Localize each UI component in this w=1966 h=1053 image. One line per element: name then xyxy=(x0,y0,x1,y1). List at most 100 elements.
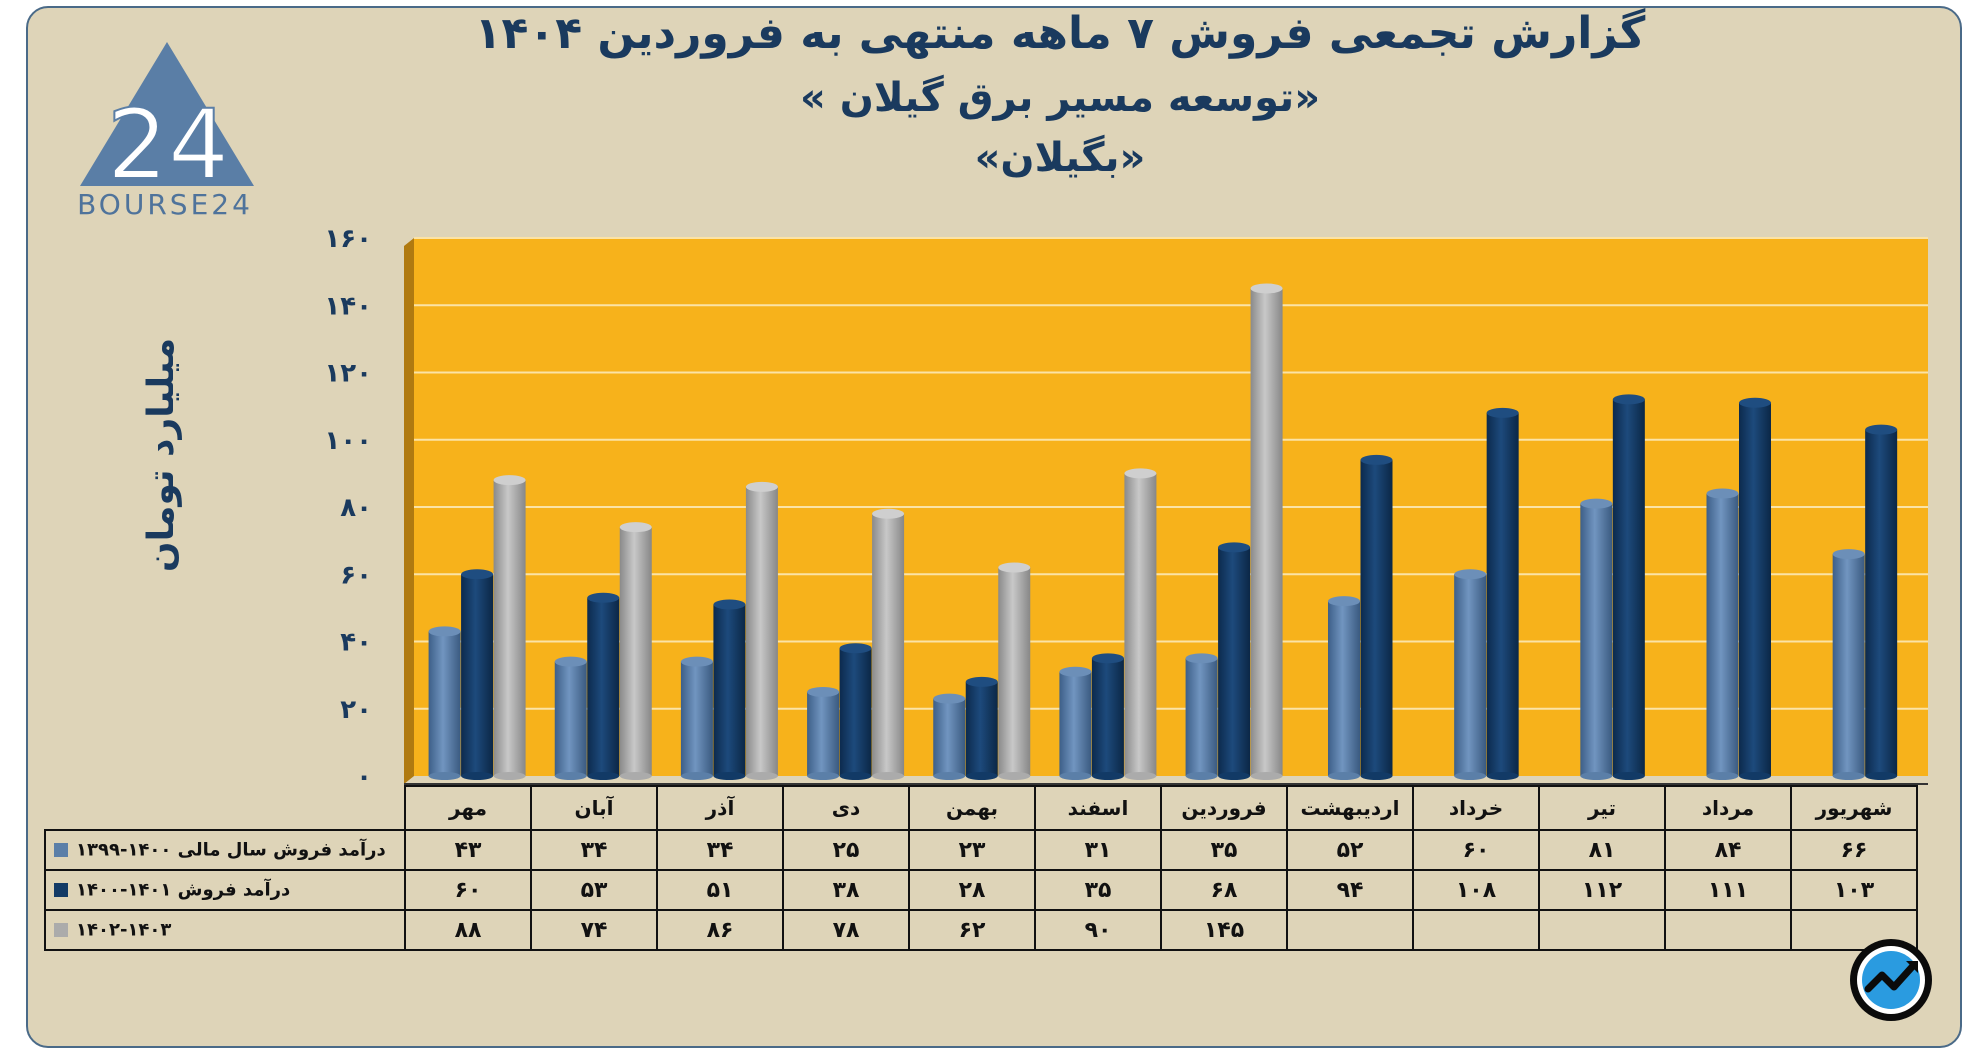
bar-cap xyxy=(1865,424,1898,435)
data-label: ۳۱ xyxy=(1034,829,1162,871)
bar-base xyxy=(1091,772,1124,780)
bar-cap xyxy=(428,626,461,637)
bar-base xyxy=(1250,772,1283,780)
bar-cap xyxy=(1580,498,1613,509)
bar-cap xyxy=(839,643,872,654)
data-label: ۶۲ xyxy=(908,909,1036,951)
bar-cap xyxy=(1486,407,1519,418)
bar xyxy=(1185,653,1218,780)
bar-body xyxy=(1185,658,1218,776)
bar xyxy=(807,686,840,780)
bar-base xyxy=(1706,772,1739,780)
legend-label: درآمد فروش ۱۴۰۱-۱۴۰۰ xyxy=(76,879,291,901)
legend-swatch xyxy=(54,843,68,858)
chart-ticker: «بگیلان» xyxy=(974,135,1146,181)
bar-cap xyxy=(965,676,998,687)
x-tick-label: مرداد xyxy=(1664,785,1792,831)
data-label: ۶۰ xyxy=(404,869,532,911)
bar xyxy=(965,676,998,780)
data-label: ۶۰ xyxy=(1412,829,1540,871)
data-label: ۷۸ xyxy=(782,909,910,951)
bar xyxy=(1832,549,1865,780)
bar-base xyxy=(493,772,526,780)
bar-base xyxy=(1832,772,1865,780)
table-row: ۱۴۰۲-۱۴۰۳ ۸۸ ۷۴ ۸۶ ۷۸ ۶۲ ۹۰ ۱۴۵ xyxy=(44,909,1918,951)
data-label: ۳۴ xyxy=(656,829,784,871)
bar xyxy=(998,562,1031,780)
bar-cap xyxy=(1218,542,1251,553)
bar xyxy=(461,569,494,780)
bar-cap xyxy=(1706,488,1739,499)
data-label: ۷۴ xyxy=(530,909,658,951)
bar-body xyxy=(713,604,746,776)
bar-body xyxy=(1091,658,1124,776)
bar-body xyxy=(1218,547,1251,776)
legend-swatch xyxy=(54,883,68,898)
data-label: ۳۴ xyxy=(530,829,658,871)
legend-entry: ۱۴۰۲-۱۴۰۳ xyxy=(44,909,406,951)
bar-cap xyxy=(1059,666,1092,677)
bar-base xyxy=(1739,772,1771,780)
bars xyxy=(428,283,1898,780)
bar xyxy=(1328,596,1360,780)
bar-body xyxy=(1486,412,1519,776)
bar-body xyxy=(1706,493,1739,776)
bar xyxy=(839,643,872,780)
bar-base xyxy=(1865,772,1898,780)
bar-base xyxy=(1580,772,1613,780)
y-tick-label: ۱۴۰ xyxy=(324,291,372,321)
data-table: مهر آبان آذر دی بهمن اسفند فروردین اردیبهشت خردا… xyxy=(44,785,1918,951)
bar-cap xyxy=(1612,394,1645,405)
bar-body xyxy=(745,486,778,776)
x-tick-label: آذر xyxy=(656,785,784,831)
bar-cap xyxy=(933,693,966,704)
y-tick-label: ۰ xyxy=(356,762,372,792)
bar-body xyxy=(1832,554,1865,776)
bar-body xyxy=(1454,574,1487,776)
bar-body xyxy=(493,480,526,776)
bar-base xyxy=(1612,772,1645,780)
bar-cap xyxy=(461,569,494,580)
bar xyxy=(680,656,713,780)
table-row: درآمد فروش ۱۴۰۱-۱۴۰۰ ۶۰ ۵۳ ۵۱ ۳۸ ۲۸ ۳۵ ۶۸ ۹۴ ۱۰۸ ۱… xyxy=(44,869,1918,911)
data-label: ۲۳ xyxy=(908,829,1036,871)
bar-cap xyxy=(493,475,526,486)
bar-body xyxy=(998,567,1031,776)
x-tick-label: آبان xyxy=(530,785,658,831)
bar xyxy=(587,592,620,780)
bar-base xyxy=(745,772,778,780)
bar-body xyxy=(587,597,620,776)
x-tick-label: فروردین xyxy=(1160,785,1288,831)
bar-body xyxy=(428,631,461,776)
data-label: ۱۱۱ xyxy=(1664,869,1792,911)
bar-body xyxy=(1865,429,1898,776)
bar xyxy=(554,656,587,780)
data-label: ۱۰۳ xyxy=(1790,869,1918,911)
data-label xyxy=(1538,909,1666,951)
bar xyxy=(1865,424,1898,780)
bar-body xyxy=(554,661,587,776)
bar-base xyxy=(1059,772,1092,780)
bar-base xyxy=(1218,772,1251,780)
x-tick-label: خرداد xyxy=(1412,785,1540,831)
table-row: درآمد فروش سال مالی ۱۴۰۰-۱۳۹۹ ۴۳ ۳۴ ۳۴ ۲۵ ۲۳ ۳… xyxy=(44,829,1918,871)
data-label xyxy=(1664,909,1792,951)
data-label: ۶۸ xyxy=(1160,869,1288,911)
bar-body xyxy=(1124,473,1157,776)
bar xyxy=(1612,394,1645,780)
bourse24-logo-icon: 24 xyxy=(80,42,254,202)
data-label: ۵۳ xyxy=(530,869,658,911)
trend-badge-icon xyxy=(1850,939,1932,1021)
data-label xyxy=(1286,909,1414,951)
bar-cap xyxy=(619,522,652,533)
bar-body xyxy=(839,648,872,776)
bar xyxy=(1580,498,1613,780)
bar-cap xyxy=(1832,549,1865,560)
x-tick-label: مهر xyxy=(404,785,532,831)
gridlines xyxy=(404,237,1928,785)
bar-body xyxy=(1612,399,1645,776)
data-label: ۱۱۲ xyxy=(1538,869,1666,911)
bar-base xyxy=(428,772,461,780)
bar xyxy=(1059,666,1092,780)
